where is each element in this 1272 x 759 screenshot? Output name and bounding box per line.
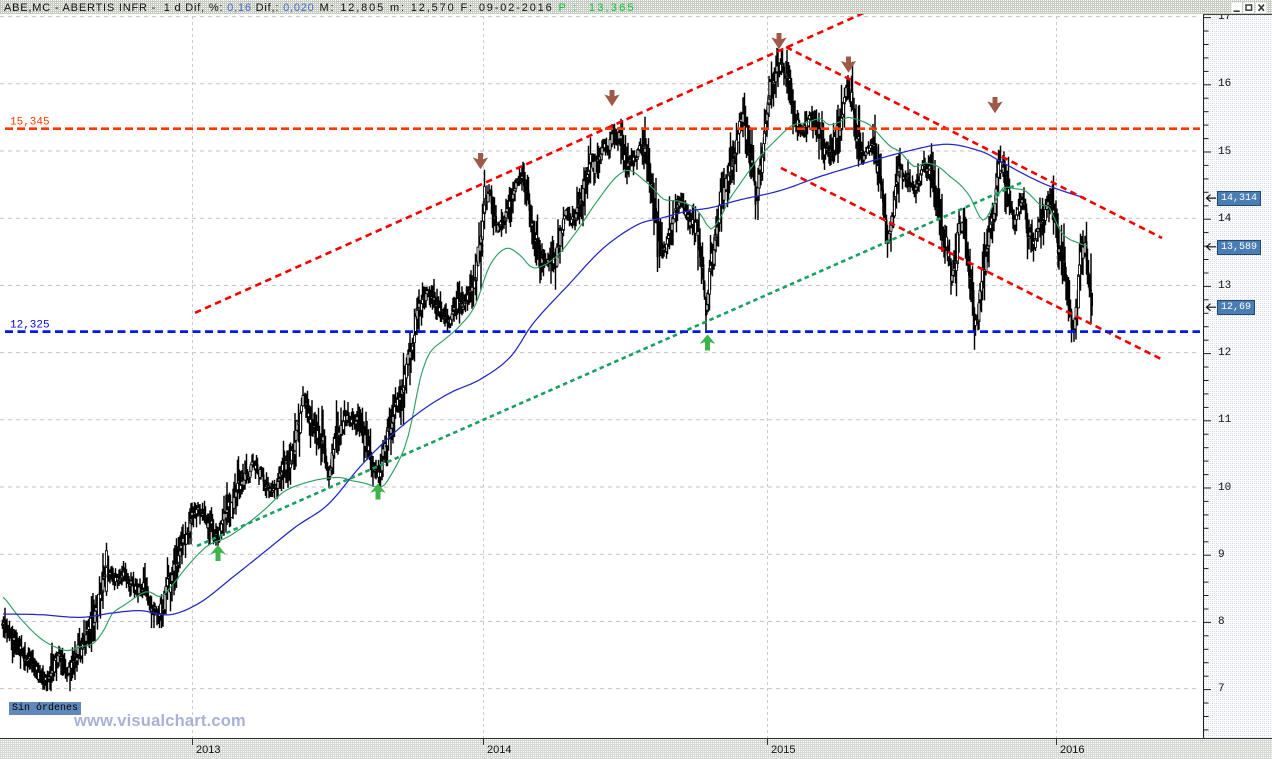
svg-text:15,345: 15,345 [10, 117, 50, 129]
svg-text:12,325: 12,325 [10, 320, 50, 332]
